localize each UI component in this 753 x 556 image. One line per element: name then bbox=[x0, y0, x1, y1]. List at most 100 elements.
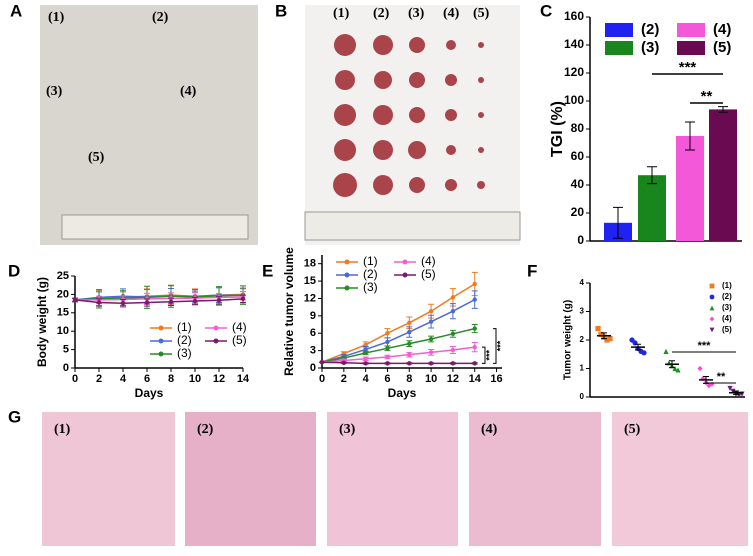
legend-label: (1) bbox=[363, 254, 378, 268]
point bbox=[120, 301, 126, 306]
point bbox=[144, 300, 150, 305]
error-bar bbox=[733, 390, 739, 395]
y-tick-label: 15 bbox=[304, 275, 316, 287]
panel-label: A bbox=[10, 1, 22, 20]
photo-label: (3) bbox=[408, 6, 425, 21]
point bbox=[472, 361, 477, 366]
bar bbox=[676, 136, 704, 241]
x-tick-label: 8 bbox=[168, 373, 174, 385]
point bbox=[192, 298, 198, 304]
legend-label: (5) bbox=[421, 267, 436, 281]
y-tick-label: 0 bbox=[577, 233, 584, 247]
point bbox=[450, 295, 456, 300]
legend-label: (3) bbox=[177, 346, 192, 360]
point bbox=[319, 360, 325, 365]
photo-label: (2) bbox=[197, 422, 214, 437]
x-tick-label: 12 bbox=[447, 373, 459, 385]
photo-label: (4) bbox=[180, 84, 197, 99]
error-bar bbox=[635, 343, 641, 351]
legend-swatch bbox=[677, 23, 705, 37]
series-line bbox=[321, 361, 475, 365]
legend-marker bbox=[344, 285, 350, 291]
point bbox=[407, 352, 412, 357]
photo-label: (3) bbox=[46, 84, 63, 99]
series-line bbox=[321, 346, 475, 363]
legend-swatch bbox=[677, 41, 705, 55]
point bbox=[663, 348, 669, 354]
point bbox=[385, 354, 390, 360]
annotation: *** bbox=[679, 59, 697, 76]
photo-label: (1) bbox=[48, 10, 65, 25]
significance-bracket bbox=[493, 328, 497, 364]
legend-label: (2) bbox=[363, 267, 378, 281]
y-axis-label: Relative tumor volume bbox=[282, 247, 296, 376]
y-tick-label: 9 bbox=[310, 310, 316, 322]
legend-label: (2) bbox=[722, 292, 732, 301]
point bbox=[385, 331, 390, 336]
error-bar bbox=[601, 332, 607, 340]
photo-label: (3) bbox=[339, 422, 356, 437]
ruler bbox=[61, 214, 249, 240]
y-tick-label: 0 bbox=[580, 392, 585, 401]
point bbox=[407, 341, 412, 346]
y-tick-label: 20 bbox=[571, 205, 585, 219]
annotation: ** bbox=[717, 371, 726, 383]
series-line bbox=[74, 294, 244, 301]
y-tick-label: 3 bbox=[310, 345, 316, 357]
legend-marker bbox=[213, 325, 219, 331]
y-axis-label: Body weight (g) bbox=[35, 277, 49, 367]
error-bar bbox=[718, 106, 728, 113]
x-tick-label: 4 bbox=[363, 373, 370, 385]
point bbox=[428, 319, 434, 324]
x-tick-label: 8 bbox=[406, 373, 412, 385]
point bbox=[240, 296, 246, 302]
tumor-grid bbox=[333, 34, 485, 197]
y-axis-label: Tumor weight (g) bbox=[563, 300, 574, 380]
y-tick-label: 12 bbox=[304, 292, 316, 304]
point bbox=[472, 326, 477, 331]
point bbox=[450, 347, 456, 353]
point bbox=[450, 361, 456, 366]
panel-label: D bbox=[8, 261, 20, 280]
y-tick-label: 4 bbox=[580, 278, 585, 287]
legend-label: (1) bbox=[177, 320, 192, 334]
histology-image bbox=[612, 412, 748, 546]
x-tick-label: 12 bbox=[213, 373, 225, 385]
point bbox=[407, 361, 412, 366]
y-tick-label: 160 bbox=[564, 9, 584, 23]
annotation: *** bbox=[495, 340, 505, 351]
point bbox=[428, 309, 434, 314]
point bbox=[641, 350, 647, 356]
y-tick-label: 60 bbox=[571, 149, 585, 163]
legend-marker bbox=[344, 272, 350, 278]
histology-image bbox=[42, 412, 175, 546]
point bbox=[727, 385, 733, 392]
series-line bbox=[74, 298, 244, 304]
legend-label: (5) bbox=[232, 333, 247, 347]
legend-marker bbox=[158, 338, 164, 344]
point bbox=[428, 350, 434, 355]
legend-label: (3) bbox=[363, 280, 378, 294]
legend-label: (3) bbox=[641, 39, 659, 56]
legend-label: (2) bbox=[177, 333, 192, 347]
panel-label: C bbox=[540, 1, 552, 20]
point bbox=[363, 350, 368, 356]
point bbox=[385, 339, 390, 345]
point bbox=[675, 367, 681, 373]
point bbox=[709, 283, 715, 289]
annotation: *** bbox=[698, 340, 712, 352]
histology-image bbox=[185, 412, 316, 546]
photo-label: (2) bbox=[373, 6, 390, 21]
point bbox=[709, 327, 715, 333]
legend-marker bbox=[158, 325, 164, 331]
photo-label: (5) bbox=[88, 150, 105, 165]
y-tick-label: 6 bbox=[310, 327, 316, 339]
error-bar bbox=[613, 206, 623, 239]
error-bar bbox=[669, 360, 675, 369]
series-line bbox=[75, 296, 244, 301]
x-tick-label: 16 bbox=[490, 373, 502, 385]
y-tick-label: 0 bbox=[310, 362, 316, 374]
point bbox=[428, 336, 434, 342]
point bbox=[407, 320, 412, 325]
photo-label: (4) bbox=[481, 422, 498, 437]
